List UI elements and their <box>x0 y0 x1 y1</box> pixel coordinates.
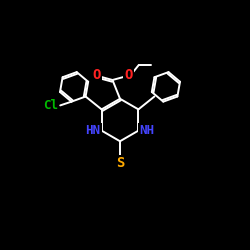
Text: Cl: Cl <box>43 99 58 112</box>
Text: S: S <box>116 156 124 170</box>
Text: HN: HN <box>85 124 100 137</box>
Text: NH: NH <box>140 124 155 137</box>
Text: O: O <box>92 68 101 82</box>
Text: O: O <box>124 68 132 82</box>
